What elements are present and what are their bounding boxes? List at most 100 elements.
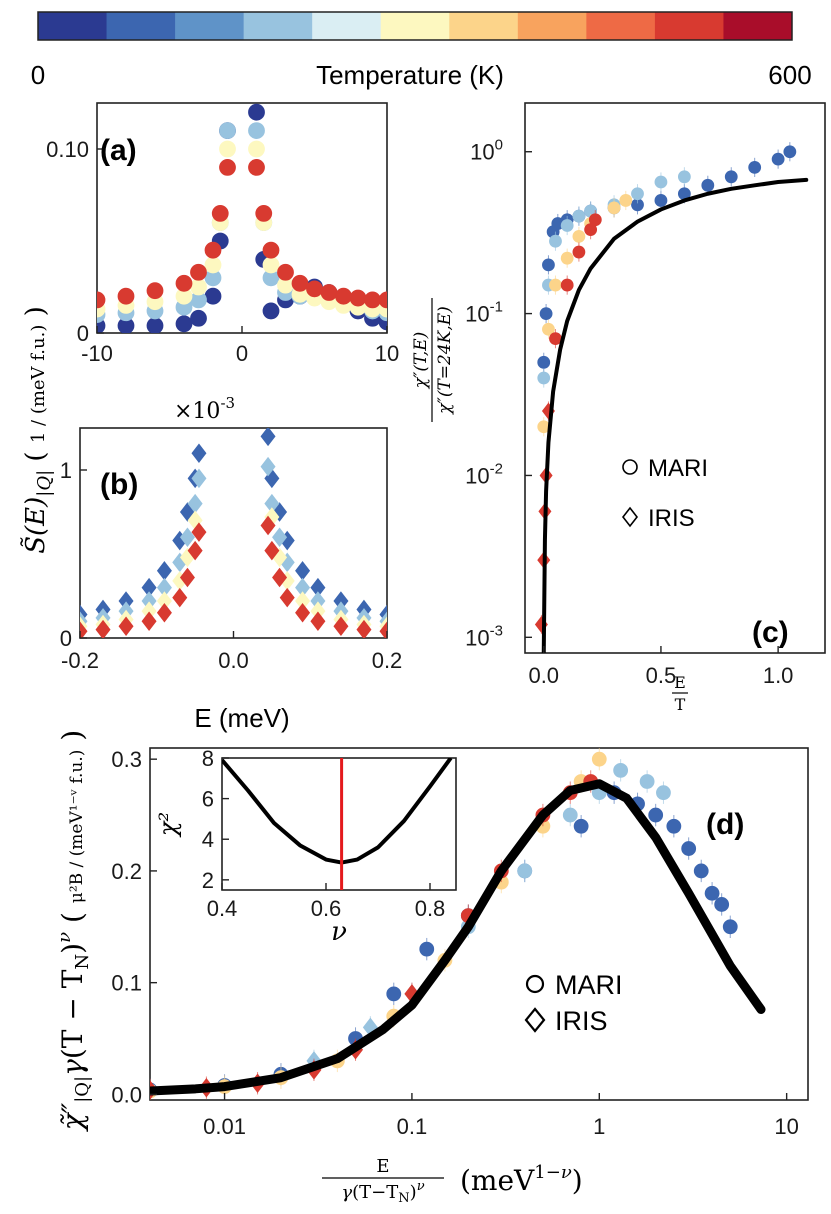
data-point bbox=[190, 263, 207, 281]
data-point-diamond bbox=[191, 443, 207, 463]
colorbar-segment bbox=[38, 12, 108, 40]
x-tick-label: 10 bbox=[774, 1114, 798, 1139]
data-point bbox=[591, 751, 607, 767]
data-point bbox=[262, 302, 280, 320]
panel-d-label: (d) bbox=[706, 808, 744, 841]
x-tick-label: 10 bbox=[375, 341, 399, 366]
data-point bbox=[701, 178, 715, 192]
data-point bbox=[560, 251, 574, 265]
data-point-diamond bbox=[172, 587, 188, 608]
data-point bbox=[146, 317, 164, 333]
data-point bbox=[537, 371, 551, 385]
panel-b-yscale: ×10-3 bbox=[174, 394, 235, 424]
data-point bbox=[204, 241, 222, 259]
data-point bbox=[542, 258, 555, 272]
data-point-diamond bbox=[156, 561, 172, 581]
panel-d-ylabel: χ̃″|Q|γ(T − TN)ν ( μ²B / (meV¹⁻ᵛ f.u.) ) bbox=[54, 730, 93, 1132]
panel-d: 0.01 0.1 1 10 0.0 0.1 0.2 0.3 bbox=[111, 747, 809, 1139]
y-tick-label: 2 bbox=[202, 868, 214, 893]
data-point bbox=[677, 170, 691, 184]
data-point bbox=[219, 122, 236, 140]
data-point-diamond bbox=[272, 567, 288, 588]
panel-c-legend: MARI IRIS bbox=[621, 455, 708, 532]
data-point bbox=[648, 807, 664, 823]
data-point bbox=[219, 140, 236, 158]
data-point-diamond bbox=[295, 603, 311, 623]
x-tick-label: -0.2 bbox=[61, 648, 99, 673]
panel-c-xlabel: E T bbox=[672, 673, 688, 714]
data-point-diamond bbox=[264, 540, 280, 561]
data-point-diamond bbox=[333, 616, 349, 636]
inset-ylabel: χ² bbox=[154, 812, 182, 838]
y-tick-label: 10-1 bbox=[465, 299, 503, 327]
data-point bbox=[549, 234, 562, 248]
svg-text:S̃(E)|Q| ( 1 / (meV f.u.) ): S̃(E)|Q| ( 1 / (meV f.u.) ) bbox=[20, 306, 55, 554]
data-point bbox=[549, 278, 562, 292]
panel-c-frame bbox=[524, 102, 826, 654]
x-tick-label: 0.0 bbox=[528, 663, 559, 688]
data-point bbox=[714, 897, 730, 912]
legend-mari-label: MARI bbox=[648, 455, 708, 482]
x-tick-label: 0.5 bbox=[646, 663, 677, 688]
data-point-diamond bbox=[310, 611, 326, 631]
data-point-diamond bbox=[279, 587, 295, 608]
data-point bbox=[117, 287, 135, 305]
temperature-colorbar bbox=[37, 11, 793, 41]
x-tick-label: 0.1 bbox=[397, 1114, 428, 1139]
data-point bbox=[607, 201, 621, 215]
y-tick-label: 0.0 bbox=[111, 1082, 142, 1107]
data-point bbox=[349, 289, 367, 307]
data-point bbox=[539, 307, 553, 320]
legend-mari-label: MARI bbox=[555, 970, 623, 1000]
data-point bbox=[573, 818, 589, 834]
data-point bbox=[248, 140, 265, 158]
data-point bbox=[562, 807, 578, 823]
y-tick-label: 0.10 bbox=[46, 137, 89, 162]
data-point-diamond bbox=[260, 428, 276, 447]
svg-text:E: E bbox=[376, 1156, 389, 1177]
data-point-diamond bbox=[295, 561, 311, 581]
data-point bbox=[262, 241, 280, 259]
colorbar-frame bbox=[37, 11, 793, 41]
data-point bbox=[560, 219, 574, 232]
svg-text:χ″(T,E): χ″(T,E) bbox=[411, 332, 431, 390]
panel-d-xlabel: E γ(T−TN)ν (meV1−ν) bbox=[322, 1156, 583, 1206]
data-point-diamond bbox=[379, 621, 387, 638]
data-point bbox=[656, 785, 671, 801]
panel-a-label: (a) bbox=[100, 134, 137, 167]
panel-c-label: (c) bbox=[752, 616, 789, 649]
data-point bbox=[248, 122, 265, 140]
data-point bbox=[97, 291, 106, 309]
data-point bbox=[320, 284, 338, 301]
colorbar-segment bbox=[312, 12, 382, 40]
legend-circle-marker bbox=[622, 459, 638, 475]
legend-circle-marker bbox=[525, 974, 545, 994]
y-tick-label: 10-2 bbox=[465, 460, 503, 488]
data-point bbox=[146, 282, 164, 300]
data-point-diamond bbox=[272, 527, 288, 547]
x-tick-label: 1.0 bbox=[763, 663, 794, 688]
svg-text:γ(T−TN)ν: γ(T−TN)ν bbox=[341, 1179, 424, 1206]
panel-d-inset: 0.4 0.6 0.8 2 4 6 8 ν χ² bbox=[154, 746, 457, 947]
fit-curve bbox=[541, 177, 809, 653]
panel-d-legend: MARI IRIS bbox=[524, 970, 623, 1036]
data-point bbox=[681, 841, 697, 856]
data-point bbox=[211, 204, 229, 222]
data-point-diamond bbox=[179, 567, 195, 588]
data-point-diamond bbox=[141, 611, 157, 631]
data-point bbox=[654, 194, 668, 207]
data-point bbox=[572, 245, 586, 259]
data-point-diamond bbox=[156, 603, 172, 623]
legend-iris-label: IRIS bbox=[555, 1006, 608, 1036]
data-point-diamond bbox=[95, 619, 111, 638]
y-tick-label: 1 bbox=[60, 458, 72, 483]
data-point bbox=[517, 863, 533, 879]
data-point bbox=[748, 161, 762, 174]
legend-iris-label: IRIS bbox=[648, 505, 695, 532]
data-point bbox=[204, 287, 222, 305]
colorbar-segment bbox=[449, 12, 519, 40]
fit-curve bbox=[150, 779, 766, 1096]
svg-text:T: T bbox=[675, 695, 686, 714]
y-tick-label: 4 bbox=[202, 827, 214, 852]
